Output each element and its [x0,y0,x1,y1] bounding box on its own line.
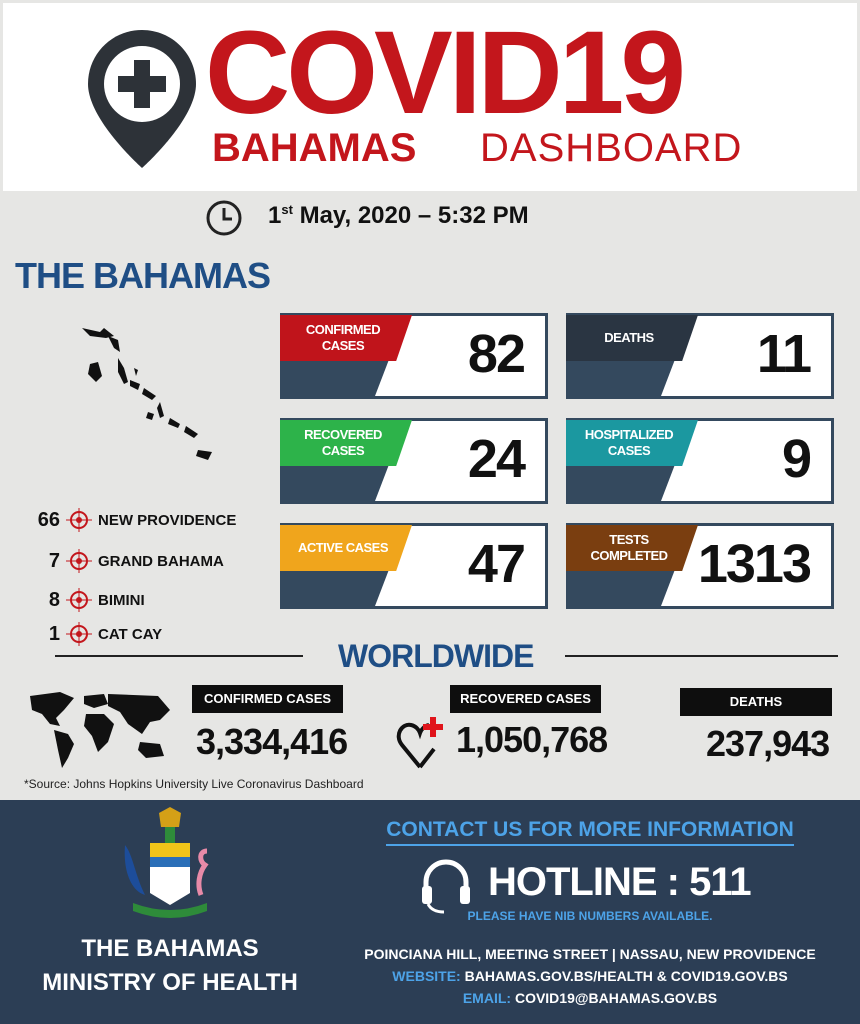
island-row-new-providence: 66 NEW PROVIDENCE [37,508,237,532]
website-link[interactable]: BAHAMAS.GOV.BS/HEALTH & COVID19.GOV.BS [464,968,788,984]
stat-label: DEATHS [566,315,698,361]
stat-card-tests: TESTS COMPLETED 1313 [566,523,834,609]
stat-card-recovered: RECOVERED CASES 24 [280,418,548,504]
worldwide-recovered-label: RECOVERED CASES [450,685,601,713]
map-pin-plus-icon [88,30,196,168]
target-icon [66,588,92,612]
target-icon [66,622,92,646]
worldwide-confirmed-value: 3,334,416 [196,721,348,762]
stat-card-deaths: DEATHS 11 [566,313,834,399]
target-icon [66,549,92,573]
website-line: WEBSITE: BAHAMAS.GOV.BS/HEALTH & COVID19… [392,968,788,984]
stat-value: 24 [467,429,526,489]
stat-value: 11 [756,324,812,384]
hotline-note: PLEASE HAVE NIB NUMBERS AVAILABLE. [467,909,713,923]
stat-value: 47 [467,534,526,594]
stat-card-confirmed: CONFIRMED CASES 82 [280,313,548,399]
source-note: *Source: Johns Hopkins University Live C… [24,777,364,791]
hotline-number[interactable]: HOTLINE : 511 [488,860,752,904]
stat-label: CONFIRMED CASES [280,315,412,361]
stat-label: HOSPITALIZED CASES [566,420,698,466]
ministry-name: THE BAHAMAS MINISTRY OF HEALTH [42,935,298,996]
divider [55,655,303,657]
address: POINCIANA HILL, MEETING STREET | NASSAU,… [364,946,816,962]
stat-value: 9 [781,429,812,489]
dashboard-title: COVID19 [205,7,686,139]
stat-label: ACTIVE CASES [280,525,412,571]
subtitle-bahamas: BAHAMAS [212,126,417,170]
divider [565,655,838,657]
worldwide-deaths-label: DEATHS [680,688,832,716]
worldwide-recovered-value: 1,050,768 [456,719,608,760]
bahamas-map [82,328,212,460]
worldwide-deaths-value: 237,943 [706,723,830,764]
island-row-bimini: 8 BIMINI [48,588,145,612]
bahamas-heading: THE BAHAMAS [15,255,271,296]
update-timestamp: 1st May, 2020 – 5:32 PM [268,202,529,229]
target-icon [66,508,92,532]
stat-value: 82 [467,324,526,384]
subtitle-dashboard: DASHBOARD [480,126,743,170]
heart-plus-icon [396,717,443,769]
world-map-icon [30,692,170,768]
email-line: EMAIL: COVID19@BAHAMAS.GOV.BS [462,990,718,1006]
headset-icon [422,859,470,914]
stat-card-active: ACTIVE CASES 47 [280,523,548,609]
stat-label: TESTS COMPLETED [566,525,698,571]
worldwide-confirmed-label: CONFIRMED CASES [192,685,343,713]
worldwide-heading: WORLDWIDE [338,638,534,674]
stat-label: RECOVERED CASES [280,420,412,466]
coat-of-arms-emblem [124,807,209,918]
stat-value: 1313 [697,534,812,594]
stat-card-hospitalized: HOSPITALIZED CASES 9 [566,418,834,504]
email-link[interactable]: COVID19@BAHAMAS.GOV.BS [514,990,718,1006]
clock-icon [206,200,242,236]
island-row-cat-cay: 1 CAT CAY [48,622,163,646]
island-row-grand-bahama: 7 GRAND BAHAMA [48,549,224,573]
contact-heading: CONTACT US FOR MORE INFORMATION [330,816,850,846]
